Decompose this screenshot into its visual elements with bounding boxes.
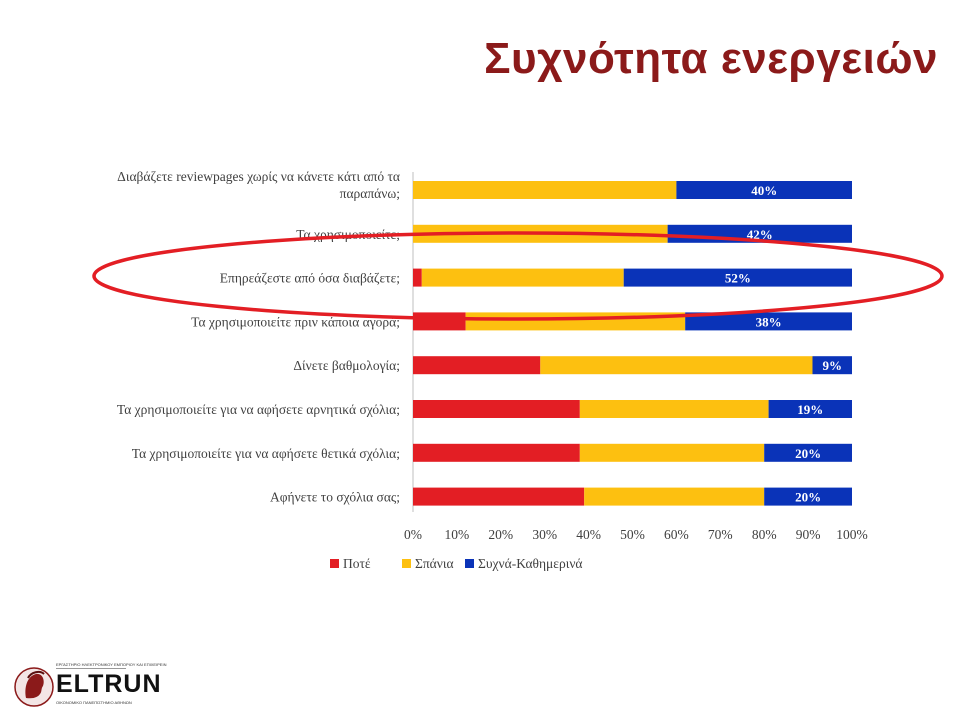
- bar-segment-rarely-5: [579, 400, 769, 418]
- bar-segment-often-6: [764, 443, 852, 462]
- bars-group: 40% 42% 52% 38% 9% 19% 20% 20%: [412, 172, 852, 512]
- bar-segment-often-2: [623, 268, 852, 287]
- bar-segment-rarely-4: [540, 356, 813, 375]
- bar-segment-never-6: [413, 443, 580, 462]
- bar-segment-rarely-3: [465, 312, 686, 331]
- legend-label-1: Σπάνια: [415, 556, 454, 571]
- x-tick-label-8: 80%: [752, 527, 777, 542]
- bar-segment-never-7: [413, 487, 585, 506]
- legend-swatch-0: [330, 559, 339, 568]
- x-tick-label-10: 100%: [836, 527, 868, 542]
- data-label-5: 19%: [797, 402, 823, 417]
- category-label-2: Επηρεάζεστε από όσα διαβάζετε;: [220, 271, 400, 286]
- data-label-1: 42%: [747, 227, 773, 242]
- athena-head-icon: [14, 667, 54, 707]
- x-tick-label-4: 40%: [576, 527, 601, 542]
- x-tick-label-0: 0%: [404, 527, 422, 542]
- bar-segment-never-5: [413, 400, 580, 418]
- logo-subtitle: ΕΡΓΑΣΤΗΡΙΟ ΗΛΕΚΤΡΟΝΙΚΟΥ ΕΜΠΟΡΙΟΥ ΚΑΙ ΕΠΙ…: [56, 662, 167, 667]
- bar-segment-never-3: [413, 312, 466, 331]
- bar-segment-never-2: [413, 268, 422, 287]
- data-label-0: 40%: [751, 183, 777, 198]
- category-label-3: Τα χρησιμοποιείτε πριν κάποια αγορά;: [191, 314, 400, 329]
- highlight-ellipse: [92, 231, 944, 321]
- category-label-0: Διαβάζετε reviewpages χωρίς να κάνετε κά…: [117, 169, 400, 201]
- legend-label-2: Συχνά-Καθημερινά: [478, 556, 583, 571]
- data-label-4: 9%: [822, 358, 842, 373]
- slide-title: Συχνότητα ενεργειών: [484, 34, 938, 83]
- category-label-5: Τα χρησιμοποιείτε για να αφήσετε αρνητικ…: [117, 402, 400, 417]
- x-axis-ticks-group: 0% 10% 20% 30% 40% 50% 60% 70% 80% 90% 100%: [404, 527, 868, 542]
- bar-segment-rarely-7: [584, 487, 765, 506]
- bar-segment-rarely-2: [421, 268, 624, 287]
- data-label-2: 52%: [725, 271, 751, 286]
- x-tick-label-1: 10%: [445, 527, 470, 542]
- x-tick-label-5: 50%: [620, 527, 645, 542]
- x-tick-label-3: 30%: [532, 527, 557, 542]
- bar-segment-often-0: [676, 181, 852, 199]
- logo-wordmark: ELTRUN: [56, 670, 162, 698]
- bar-segment-often-4: [812, 356, 852, 375]
- bar-segment-often-5: [768, 400, 852, 418]
- eltrun-logo: ΕΡΓΑΣΤΗΡΙΟ ΗΛΕΚΤΡΟΝΙΚΟΥ ΕΜΠΟΡΙΟΥ ΚΑΙ ΕΠΙ…: [14, 660, 167, 712]
- x-tick-label-9: 90%: [796, 527, 821, 542]
- legend-swatch-1: [402, 559, 411, 568]
- legend-group: Ποτέ Σπάνια Συχνά-Καθημερινά: [330, 556, 583, 571]
- x-tick-label-2: 20%: [488, 527, 513, 542]
- bar-segment-never-4: [413, 356, 541, 375]
- category-label-7: Αφήνετε το σχόλια σας;: [270, 490, 400, 505]
- bar-segment-rarely-6: [579, 443, 765, 462]
- bar-segment-rarely-0: [413, 181, 677, 199]
- x-tick-label-6: 60%: [664, 527, 689, 542]
- bar-segment-often-7: [764, 487, 852, 506]
- category-label-4: Δίνετε βαθμολογία;: [293, 358, 400, 373]
- legend-swatch-2: [465, 559, 474, 568]
- data-label-3: 38%: [756, 314, 782, 329]
- category-label-6: Τα χρησιμοποιείτε για να αφήσετε θετικά …: [132, 446, 400, 461]
- logo-university: ΟΙΚΟΝΟΜΙΚΟ ΠΑΝΕΠΙΣΤΗΜΙΟ ΑΘΗΝΩΝ: [56, 700, 132, 705]
- logo-rule: [56, 668, 126, 669]
- data-label-6: 20%: [795, 446, 821, 461]
- x-tick-label-7: 70%: [708, 527, 733, 542]
- bar-segment-often-3: [685, 312, 852, 331]
- data-label-7: 20%: [795, 490, 821, 505]
- legend-label-0: Ποτέ: [343, 556, 371, 571]
- category-labels-group: Διαβάζετε reviewpages χωρίς να κάνετε κά…: [117, 169, 400, 505]
